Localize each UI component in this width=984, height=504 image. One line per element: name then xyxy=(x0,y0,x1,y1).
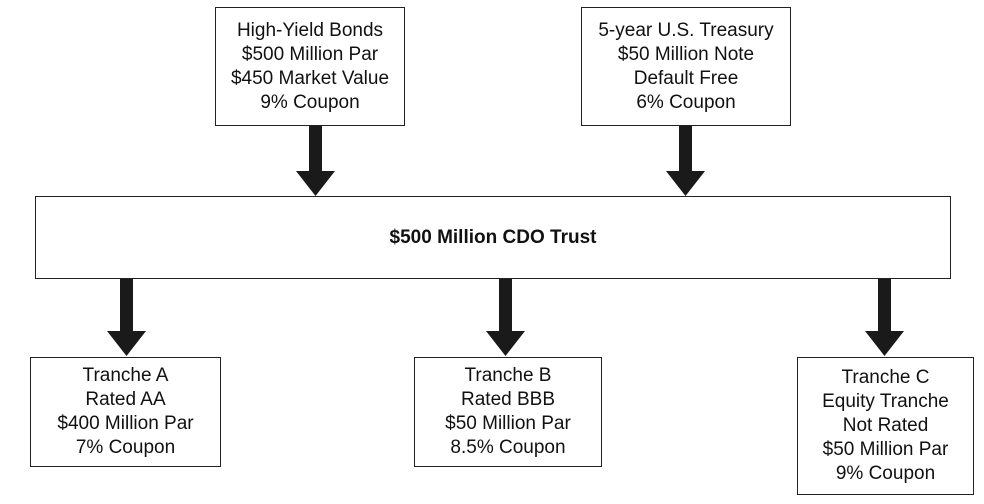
box-line: Rated AA xyxy=(85,389,166,410)
source-box-high-yield-bonds: High-Yield Bonds $500 Million Par $450 M… xyxy=(215,7,405,126)
source-box-us-treasury: 5-year U.S. Treasury $50 Million Note De… xyxy=(581,7,791,126)
box-line: Equity Tranche xyxy=(822,391,949,412)
box-line: 7% Coupon xyxy=(75,437,176,458)
box-line: Rated BBB xyxy=(461,389,555,410)
arrow-treasury-to-trust xyxy=(666,126,705,196)
box-line: $500 Million Par xyxy=(241,43,379,65)
box-line: Tranche B xyxy=(464,365,552,386)
arrow-trust-to-tranche-c xyxy=(865,279,904,356)
box-line: Tranche A xyxy=(82,365,169,386)
cdo-trust-box: $500 Million CDO Trust xyxy=(35,196,951,279)
box-line: 6% Coupon xyxy=(636,91,736,113)
tranche-box-b: Tranche B Rated BBB $50 Million Par 8.5%… xyxy=(414,357,602,467)
box-line: 8.5% Coupon xyxy=(450,437,566,458)
cdo-trust-title: $500 Million CDO Trust xyxy=(389,226,597,248)
box-line: 9% Coupon xyxy=(260,91,360,113)
tranche-box-a: Tranche A Rated AA $400 Million Par 7% C… xyxy=(30,357,221,467)
box-line: $50 Million Par xyxy=(822,439,949,460)
box-line: Tranche C xyxy=(841,367,930,388)
box-line: $400 Million Par xyxy=(57,413,194,434)
box-line: $450 Market Value xyxy=(230,67,390,89)
box-line: Not Rated xyxy=(842,415,929,436)
box-line: $50 Million Par xyxy=(445,413,571,434)
box-line: $50 Million Note xyxy=(617,43,755,65)
tranche-box-c: Tranche C Equity Tranche Not Rated $50 M… xyxy=(797,357,974,495)
box-line: High-Yield Bonds xyxy=(236,19,384,41)
arrow-high-yield-to-trust xyxy=(296,126,335,196)
box-line: Default Free xyxy=(633,67,739,89)
arrow-trust-to-tranche-a xyxy=(107,279,146,356)
arrow-trust-to-tranche-b xyxy=(486,279,525,356)
box-line: 9% Coupon xyxy=(835,463,936,484)
box-line: 5-year U.S. Treasury xyxy=(598,19,774,41)
